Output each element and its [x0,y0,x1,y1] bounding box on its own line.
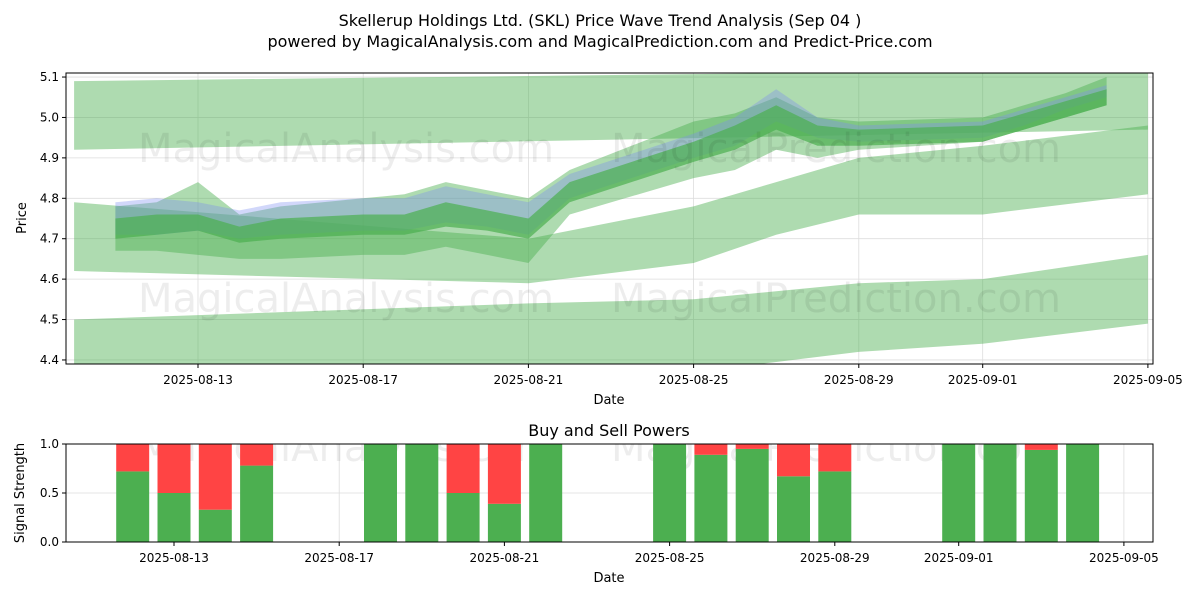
price-y-ticks: 4.4 4.5 4.6 4.7 4.8 4.9 5.0 5.1 [40,70,66,367]
signal-y-tick-label: 0.0 [40,535,59,549]
buy-bar [1066,444,1100,542]
signal-x-tick-label: 2025-08-13 [139,551,209,565]
buy-bar [529,444,563,542]
buy-bar [777,476,810,542]
chart-subtitle: powered by MagicalAnalysis.com and Magic… [267,32,932,51]
buy-bar [364,444,397,542]
watermark-text: MagicalPrediction.com [611,126,1061,172]
sell-bar [735,444,769,449]
signal-x-tick-label: 2025-08-29 [800,551,870,565]
buy-bar [405,444,439,542]
buy-bar [735,448,769,542]
buy-bar [446,493,480,542]
signal-x-tick-label: 2025-08-21 [470,551,540,565]
signal-x-axis-label: Date [593,571,624,586]
price-y-tick-label: 4.7 [40,232,59,246]
buy-bar [653,444,687,542]
price-y-tick-label: 5.1 [40,70,59,84]
chart-title: Skellerup Holdings Ltd. (SKL) Price Wave… [339,11,862,30]
sell-bar [694,444,728,455]
signal-x-tick-label: 2025-08-25 [635,551,705,565]
watermark-text: MagicalAnalysis.com [138,276,554,322]
price-y-tick-label: 4.6 [40,272,59,286]
signal-x-ticks: 2025-08-13 2025-08-17 2025-08-21 2025-08-25… [139,542,1159,565]
buy-bar [942,444,976,542]
buy-bar [487,503,521,542]
price-x-tick-label: 2025-09-05 [1113,373,1183,387]
watermark-text: MagicalAnalysis.com [138,126,554,172]
band-upper-mid-channel [74,125,1148,284]
sell-bar [157,444,191,493]
signal-title: Buy and Sell Powers [528,421,690,440]
watermark-text: MagicalPrediction.com [611,276,1061,322]
buy-bar [818,471,852,542]
price-x-tick-label: 2025-08-29 [824,373,894,387]
price-y-tick-label: 4.5 [40,313,59,327]
sell-bar [1024,444,1058,450]
signal-y-tick-label: 0.5 [40,486,59,500]
sell-bar [818,444,852,472]
signal-x-tick-label: 2025-08-17 [304,551,374,565]
signal-panel: Buy and Sell Powers MagicalAnalysis.comM… [13,421,1159,586]
price-x-tick-label: 2025-09-01 [948,373,1018,387]
band-lower-channel [74,254,1148,364]
sell-bar [240,444,274,466]
sell-bar [777,444,810,477]
price-plot-frame [65,72,1154,365]
price-x-ticks: 2025-08-13 2025-08-17 2025-08-21 2025-08-25… [163,364,1183,387]
price-grid [66,73,1153,364]
price-x-tick-label: 2025-08-25 [659,373,729,387]
signal-y-ticks: 0.0 0.5 1.0 [40,437,66,549]
price-x-tick-label: 2025-08-17 [328,373,398,387]
price-x-axis-label: Date [593,393,624,408]
price-x-tick-label: 2025-08-21 [494,373,564,387]
sell-bar [116,444,150,472]
buy-bar [694,454,728,542]
buy-bar [116,471,150,542]
price-bands [74,73,1148,364]
price-y-tick-label: 4.4 [40,353,59,367]
band-price-wave-core [115,89,1107,243]
signal-x-tick-label: 2025-09-05 [1089,551,1159,565]
buy-bar [983,444,1017,542]
price-y-tick-label: 4.8 [40,191,59,205]
buy-bar [198,509,232,542]
sell-bar [487,444,521,504]
price-y-axis-label: Price [15,202,30,234]
signal-bars [116,444,1100,542]
buy-bar [240,465,274,542]
signal-x-tick-label: 2025-09-01 [924,551,994,565]
price-y-tick-label: 4.9 [40,151,59,165]
price-x-tick-label: 2025-08-13 [163,373,233,387]
buy-bar [157,493,191,542]
signal-y-axis-label: Signal Strength [13,443,28,543]
sell-bar [198,444,232,510]
buy-bar [1024,449,1058,542]
sell-bar [446,444,480,493]
price-panel: MagicalAnalysis.com MagicalPrediction.com… [15,70,1183,408]
price-y-tick-label: 5.0 [40,110,59,124]
price-watermarks: MagicalAnalysis.com MagicalPrediction.com… [138,126,1061,322]
band-price-wave-inner [115,85,1107,239]
signal-y-tick-label: 1.0 [40,437,59,451]
